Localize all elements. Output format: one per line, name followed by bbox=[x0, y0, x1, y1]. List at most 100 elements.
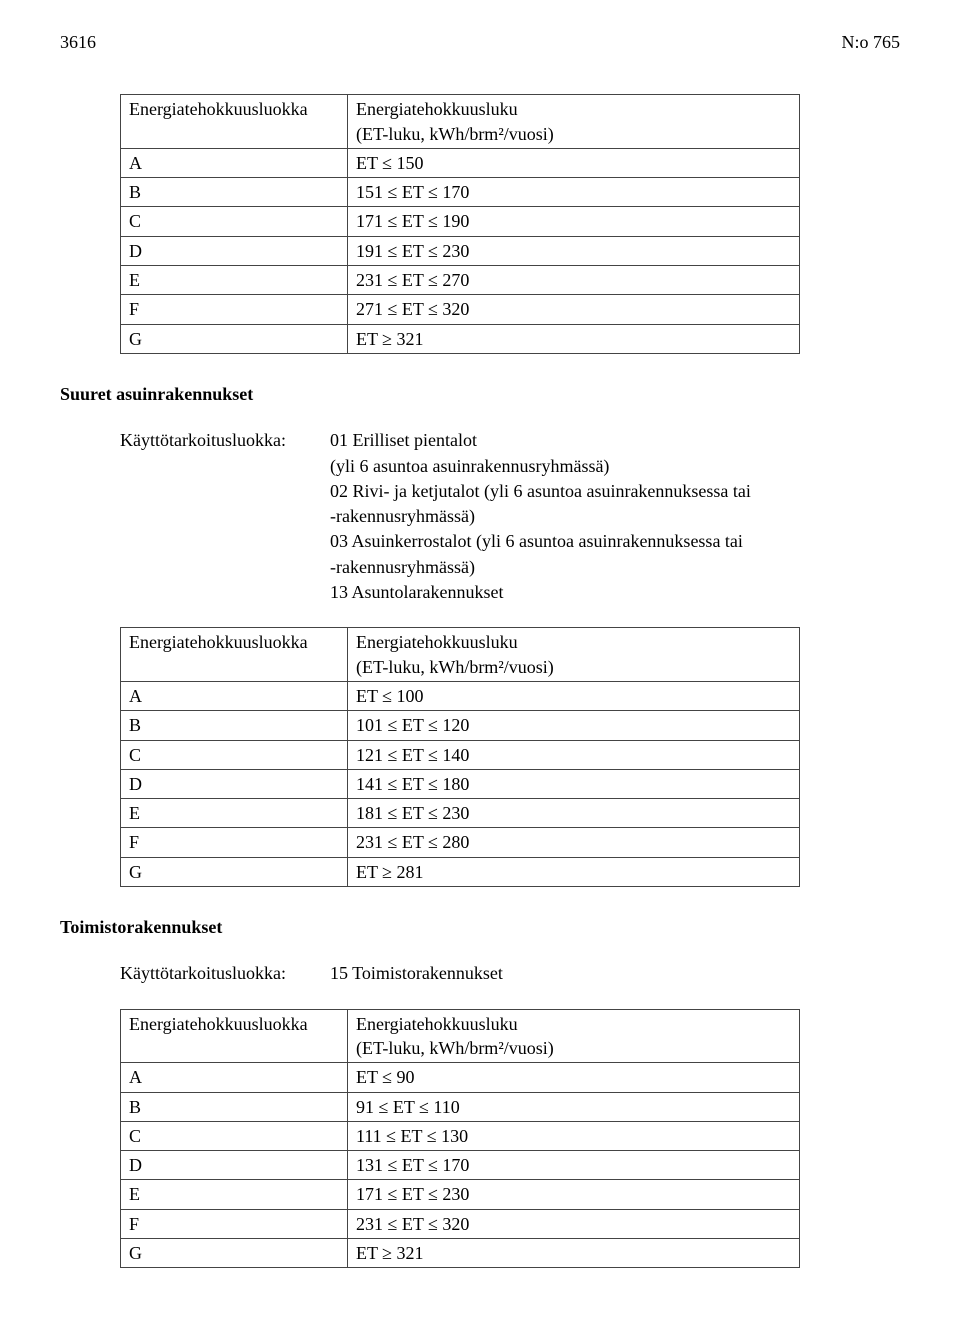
table-cell-range: ET ≤ 100 bbox=[348, 681, 800, 710]
table-cell-class: F bbox=[121, 828, 348, 857]
table-row: AET ≤ 100 bbox=[121, 681, 800, 710]
section3-usage-label: Käyttötarkoitusluokka: bbox=[120, 961, 330, 986]
table-cell-range: 231 ≤ ET ≤ 280 bbox=[348, 828, 800, 857]
table-row: C171 ≤ ET ≤ 190 bbox=[121, 207, 800, 236]
table-cell-class: B bbox=[121, 178, 348, 207]
table-row: E231 ≤ ET ≤ 270 bbox=[121, 266, 800, 295]
table-header-col2: Energiatehokkuusluku (ET-luku, kWh/brm²/… bbox=[348, 95, 800, 149]
section3-table-wrap: Energiatehokkuusluokka Energiatehokkuusl… bbox=[120, 1009, 900, 1269]
table-header-col2-line1: Energiatehokkuusluku bbox=[356, 1014, 518, 1034]
table-row: E181 ≤ ET ≤ 230 bbox=[121, 799, 800, 828]
table-section3: Energiatehokkuusluokka Energiatehokkuusl… bbox=[120, 1009, 800, 1269]
table-cell-class: F bbox=[121, 295, 348, 324]
table-header-col2-line2: (ET-luku, kWh/brm²/vuosi) bbox=[356, 124, 554, 144]
section2-usage-label: Käyttötarkoitusluokka: bbox=[120, 428, 330, 605]
table-cell-range: 271 ≤ ET ≤ 320 bbox=[348, 295, 800, 324]
table-row: F271 ≤ ET ≤ 320 bbox=[121, 295, 800, 324]
table-cell-class: D bbox=[121, 1151, 348, 1180]
table-cell-class: C bbox=[121, 1121, 348, 1150]
table-cell-range: 121 ≤ ET ≤ 140 bbox=[348, 740, 800, 769]
table-row: Energiatehokkuusluokka Energiatehokkuusl… bbox=[121, 628, 800, 682]
table-cell-range: 171 ≤ ET ≤ 230 bbox=[348, 1180, 800, 1209]
table-cell-range: 131 ≤ ET ≤ 170 bbox=[348, 1151, 800, 1180]
table2-body: AET ≤ 100B101 ≤ ET ≤ 120C121 ≤ ET ≤ 140D… bbox=[121, 681, 800, 886]
usage-line: -rakennusryhmässä) bbox=[330, 504, 900, 528]
table-cell-range: 91 ≤ ET ≤ 110 bbox=[348, 1092, 800, 1121]
table-row: D141 ≤ ET ≤ 180 bbox=[121, 769, 800, 798]
doc-number: N:o 765 bbox=[842, 30, 901, 54]
table-cell-class: A bbox=[121, 1063, 348, 1092]
table-cell-class: C bbox=[121, 740, 348, 769]
section2-usage: Käyttötarkoitusluokka: 01 Erilliset pien… bbox=[120, 428, 900, 605]
table-row: F231 ≤ ET ≤ 280 bbox=[121, 828, 800, 857]
table-row: E171 ≤ ET ≤ 230 bbox=[121, 1180, 800, 1209]
usage-line: 01 Erilliset pientalot bbox=[330, 428, 900, 452]
table-cell-class: D bbox=[121, 236, 348, 265]
table-cell-range: 231 ≤ ET ≤ 320 bbox=[348, 1209, 800, 1238]
table-cell-range: 191 ≤ ET ≤ 230 bbox=[348, 236, 800, 265]
table-header-col1: Energiatehokkuusluokka bbox=[121, 95, 348, 149]
table-cell-class: A bbox=[121, 681, 348, 710]
table-cell-class: B bbox=[121, 1092, 348, 1121]
usage-line: (yli 6 asuntoa asuinrakennusryhmässä) bbox=[330, 454, 900, 478]
usage-line: 02 Rivi- ja ketjutalot (yli 6 asuntoa as… bbox=[330, 479, 900, 503]
table-row: AET ≤ 90 bbox=[121, 1063, 800, 1092]
table-cell-range: ET ≥ 281 bbox=[348, 857, 800, 886]
table-section1: Energiatehokkuusluokka Energiatehokkuusl… bbox=[120, 94, 800, 354]
section3-heading: Toimistorakennukset bbox=[60, 915, 900, 939]
table-row: B91 ≤ ET ≤ 110 bbox=[121, 1092, 800, 1121]
table-cell-class: D bbox=[121, 769, 348, 798]
table-row: GET ≥ 281 bbox=[121, 857, 800, 886]
table-header-col2: Energiatehokkuusluku (ET-luku, kWh/brm²/… bbox=[348, 628, 800, 682]
table-cell-class: E bbox=[121, 1180, 348, 1209]
table-row: GET ≥ 321 bbox=[121, 1238, 800, 1267]
table-row: B101 ≤ ET ≤ 120 bbox=[121, 711, 800, 740]
section1-table-wrap: Energiatehokkuusluokka Energiatehokkuusl… bbox=[120, 94, 900, 354]
table-row: B151 ≤ ET ≤ 170 bbox=[121, 178, 800, 207]
table-cell-class: F bbox=[121, 1209, 348, 1238]
table-cell-class: G bbox=[121, 1238, 348, 1267]
table-cell-class: B bbox=[121, 711, 348, 740]
table-cell-class: A bbox=[121, 148, 348, 177]
table-header-col1: Energiatehokkuusluokka bbox=[121, 628, 348, 682]
table-cell-range: ET ≤ 90 bbox=[348, 1063, 800, 1092]
table-row: D191 ≤ ET ≤ 230 bbox=[121, 236, 800, 265]
table-cell-range: 231 ≤ ET ≤ 270 bbox=[348, 266, 800, 295]
table-cell-range: 171 ≤ ET ≤ 190 bbox=[348, 207, 800, 236]
table-row: F231 ≤ ET ≤ 320 bbox=[121, 1209, 800, 1238]
table-cell-range: 111 ≤ ET ≤ 130 bbox=[348, 1121, 800, 1150]
table-cell-range: ET ≥ 321 bbox=[348, 1238, 800, 1267]
table-cell-class: G bbox=[121, 857, 348, 886]
table-cell-range: ET ≤ 150 bbox=[348, 148, 800, 177]
table3-body: AET ≤ 90B91 ≤ ET ≤ 110C111 ≤ ET ≤ 130D13… bbox=[121, 1063, 800, 1268]
table-row: Energiatehokkuusluokka Energiatehokkuusl… bbox=[121, 95, 800, 149]
section2-heading: Suuret asuinrakennukset bbox=[60, 382, 900, 406]
usage-line: -rakennusryhmässä) bbox=[330, 555, 900, 579]
table-cell-class: C bbox=[121, 207, 348, 236]
table-header-col2: Energiatehokkuusluku (ET-luku, kWh/brm²/… bbox=[348, 1009, 800, 1063]
table-row: AET ≤ 150 bbox=[121, 148, 800, 177]
table-cell-range: 101 ≤ ET ≤ 120 bbox=[348, 711, 800, 740]
table-header-col1: Energiatehokkuusluokka bbox=[121, 1009, 348, 1063]
table-cell-class: E bbox=[121, 266, 348, 295]
section3-usage-list: 15 Toimistorakennukset bbox=[330, 961, 900, 986]
table-header-col2-line1: Energiatehokkuusluku bbox=[356, 99, 518, 119]
table-section2: Energiatehokkuusluokka Energiatehokkuusl… bbox=[120, 627, 800, 887]
section2-table-wrap: Energiatehokkuusluokka Energiatehokkuusl… bbox=[120, 627, 900, 887]
section3-usage: Käyttötarkoitusluokka: 15 Toimistorakenn… bbox=[120, 961, 900, 986]
page-header: 3616 N:o 765 bbox=[60, 30, 900, 54]
section2-usage-list: 01 Erilliset pientalot(yli 6 asuntoa asu… bbox=[330, 428, 900, 605]
table-header-col2-line1: Energiatehokkuusluku bbox=[356, 632, 518, 652]
table-header-col2-line2: (ET-luku, kWh/brm²/vuosi) bbox=[356, 657, 554, 677]
table-row: C111 ≤ ET ≤ 130 bbox=[121, 1121, 800, 1150]
table-cell-class: E bbox=[121, 799, 348, 828]
table-cell-range: 181 ≤ ET ≤ 230 bbox=[348, 799, 800, 828]
table1-body: AET ≤ 150B151 ≤ ET ≤ 170C171 ≤ ET ≤ 190D… bbox=[121, 148, 800, 353]
table-row: GET ≥ 321 bbox=[121, 324, 800, 353]
table-row: C121 ≤ ET ≤ 140 bbox=[121, 740, 800, 769]
usage-line: 15 Toimistorakennukset bbox=[330, 961, 900, 985]
usage-line: 13 Asuntolarakennukset bbox=[330, 580, 900, 604]
usage-line: 03 Asuinkerrostalot (yli 6 asuntoa asuin… bbox=[330, 529, 900, 553]
table-header-col2-line2: (ET-luku, kWh/brm²/vuosi) bbox=[356, 1038, 554, 1058]
table-row: Energiatehokkuusluokka Energiatehokkuusl… bbox=[121, 1009, 800, 1063]
